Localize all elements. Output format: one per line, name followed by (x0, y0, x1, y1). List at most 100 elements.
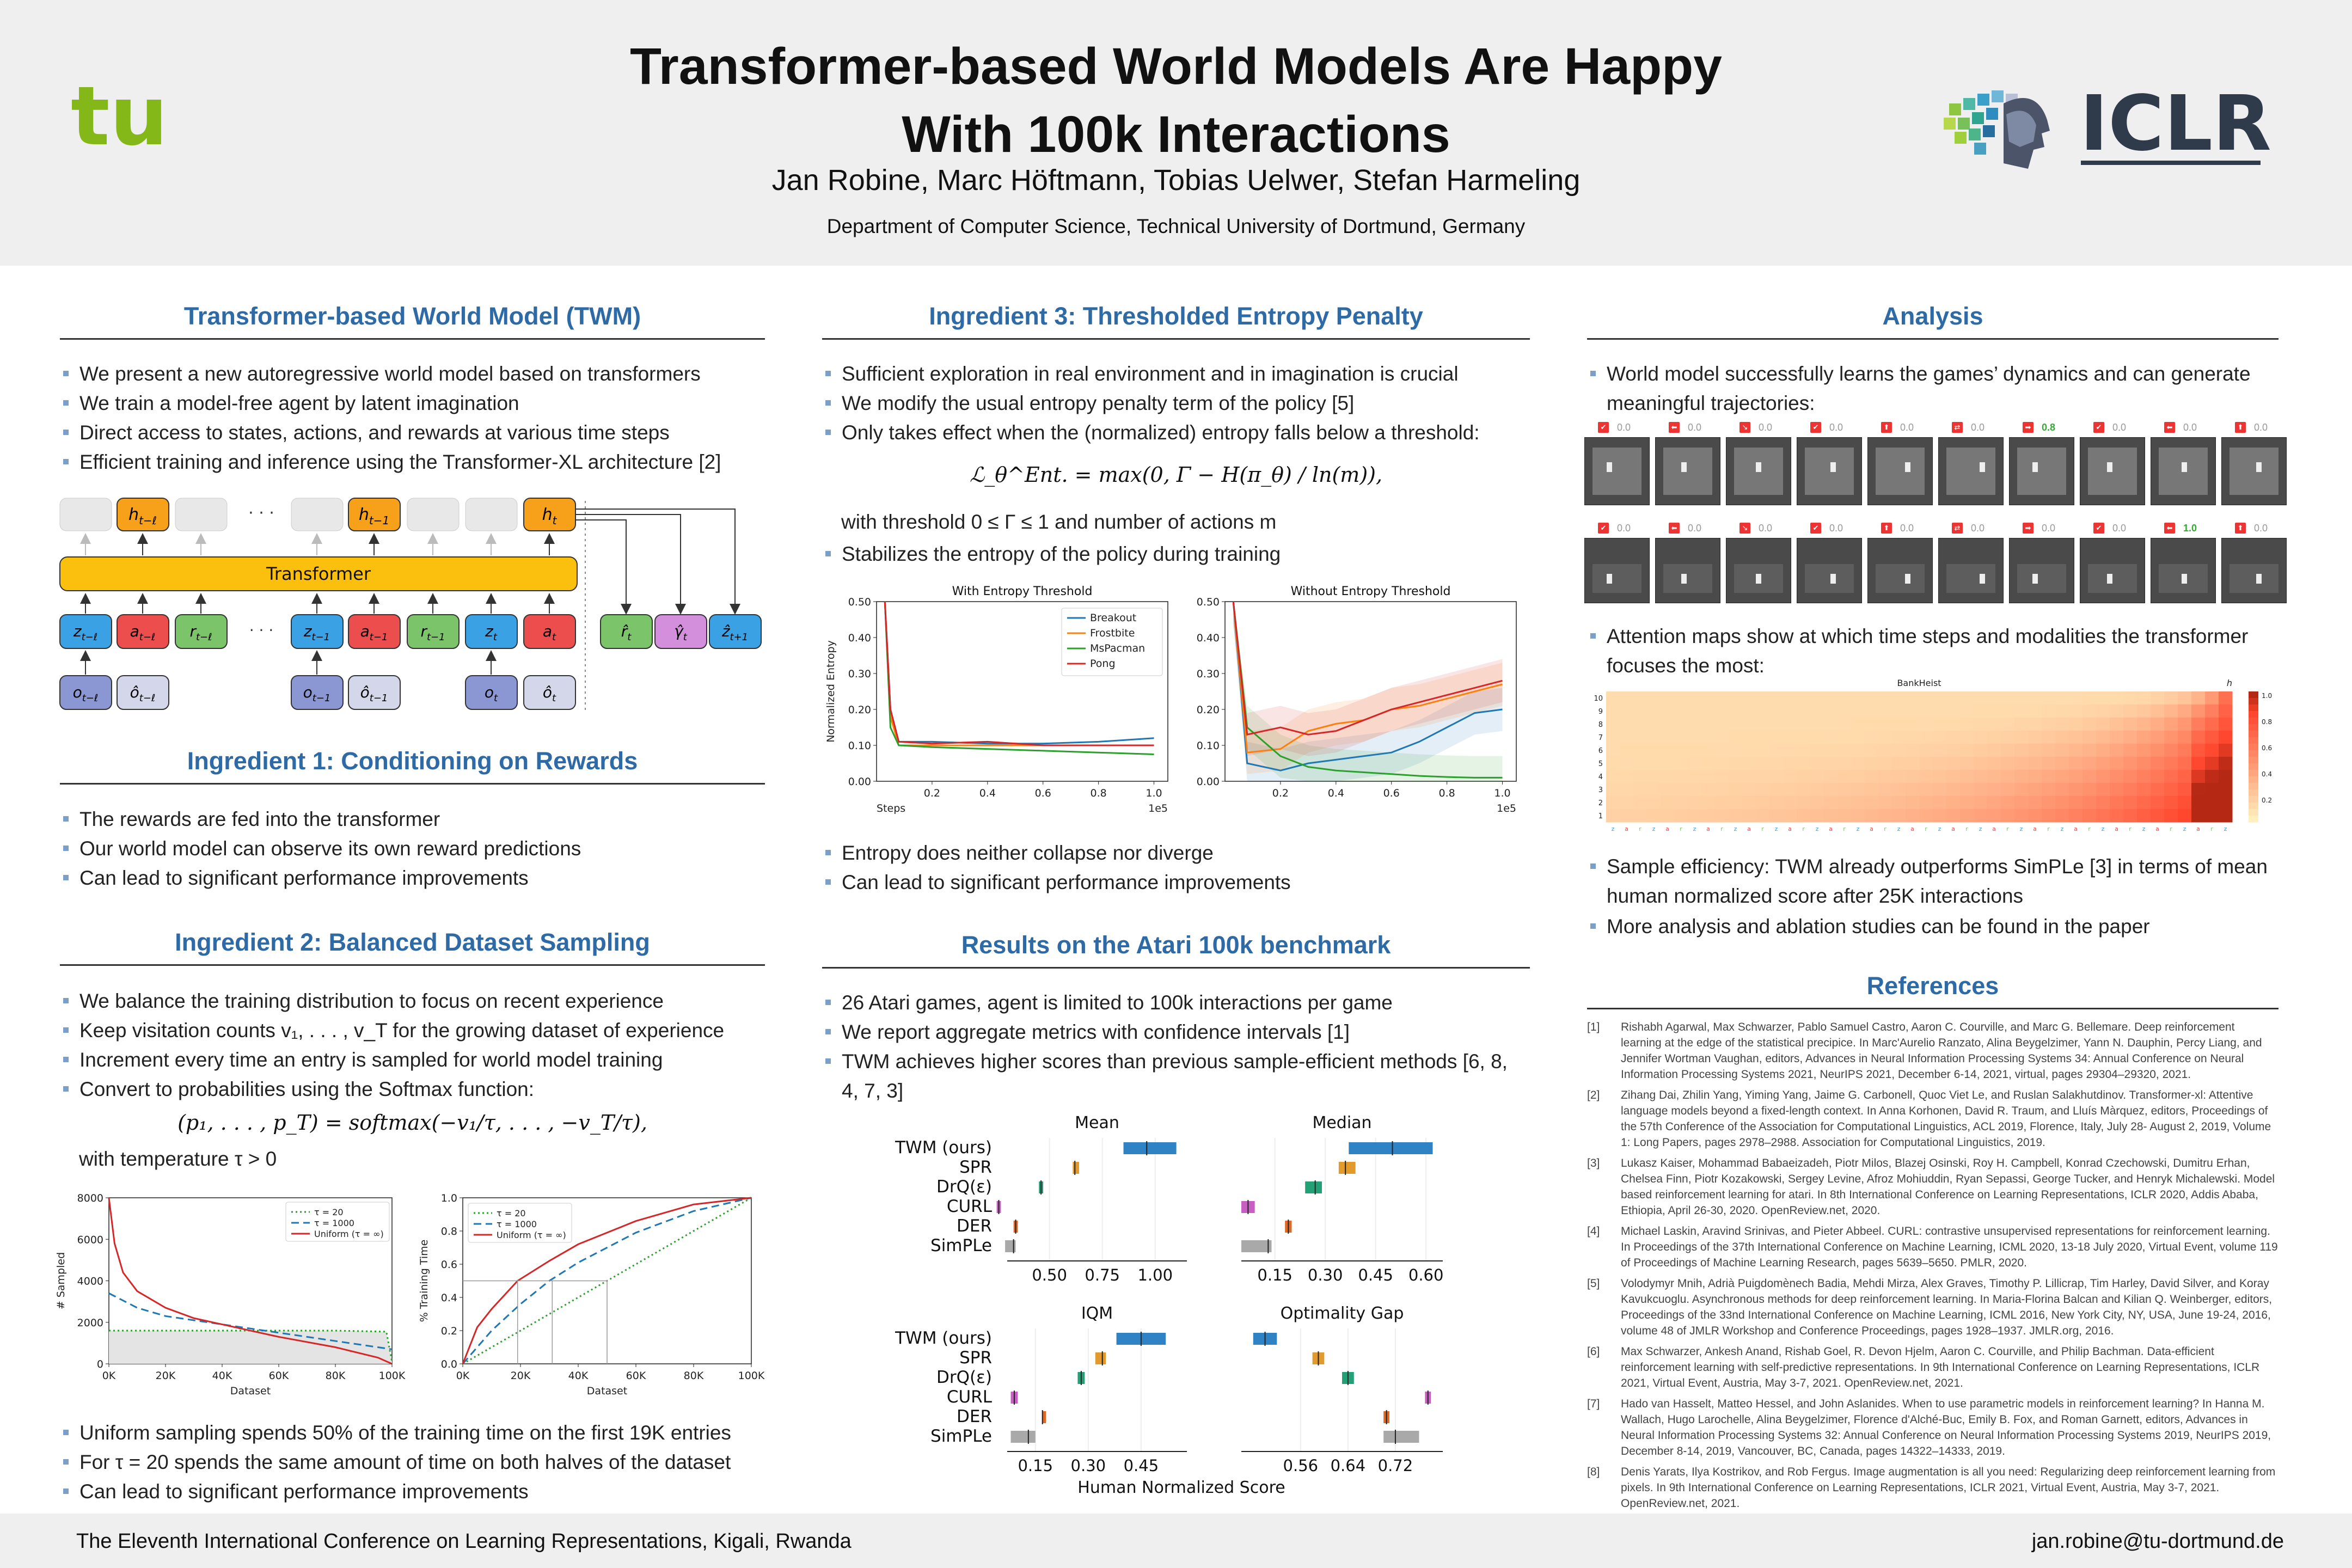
legend-label: Uniform (τ = ∞) (497, 1230, 566, 1240)
heatmap-cell (1906, 705, 1920, 718)
heatmap-cell (2164, 731, 2178, 744)
threshold-line: with threshold 0 ≤ Γ ≤ 1 and number of a… (841, 511, 1277, 533)
heatmap-cell (2137, 691, 2151, 705)
heatmap-cell (1633, 796, 1647, 810)
heatmap-cell (1946, 718, 1961, 731)
heatmap-cell (1987, 744, 2001, 757)
heatmap-cell (2164, 757, 2178, 770)
heatmap-cell (1661, 796, 1675, 810)
x-axis-label: Human Normalized Score (1077, 1478, 1285, 1497)
y-tick-label: 6000 (77, 1234, 103, 1246)
heatmap-cell (2123, 731, 2137, 744)
heatmap-cell (1661, 770, 1675, 783)
heatmap-cell (1810, 731, 1824, 744)
heatmap-cell (2042, 718, 2056, 731)
x-tick-label: 0.30 (1308, 1266, 1343, 1284)
heatmap-cell (1633, 809, 1647, 823)
x-tick-label: 0K (102, 1370, 116, 1382)
game-frame-field (1592, 564, 1641, 593)
x-offset-label: 1e5 (1148, 803, 1168, 814)
game-frame-field (2230, 448, 2278, 495)
heatmap-cell (1620, 783, 1634, 797)
y-tick-label: 0.30 (1197, 668, 1220, 680)
heatmap-cell (1851, 731, 1865, 744)
heatmap-cell (1906, 691, 1920, 705)
heatmap-cell (1906, 783, 1920, 797)
game-frame-field (1805, 564, 1854, 593)
heatmap-cell (1851, 718, 1865, 731)
heatmap-cell (2178, 770, 2192, 783)
heatmap-cell (2082, 770, 2097, 783)
heatmap-cell (2164, 796, 2178, 810)
heatmap-title: BankHeist (1897, 678, 1941, 688)
game-sprite (1830, 574, 1836, 584)
heatmap-cell (1742, 783, 1756, 797)
heatmap-cell (2001, 757, 2015, 770)
heatmap-cell (1865, 718, 1879, 731)
heatmap-cell (1769, 770, 1784, 783)
heatmap-cell (1824, 796, 1838, 810)
svg-text:at−ℓ: at−ℓ (130, 622, 156, 643)
ing3-heading: Ingredient 3: Thresholded Entropy Penalt… (822, 302, 1530, 340)
heatmap-cell (1946, 796, 1961, 810)
list-item: We train a model-free agent by latent im… (61, 389, 763, 418)
heatmap-cell (1674, 770, 1688, 783)
game-sprite (2256, 462, 2262, 472)
y-tick-label: 0.20 (848, 704, 871, 716)
chart-title: Without Entropy Threshold (1291, 585, 1451, 598)
heatmap-cell (1892, 757, 1906, 770)
heatmap-cell (2164, 705, 2178, 718)
list-item: TWM achieves higher scores than previous… (823, 1047, 1528, 1106)
game-frame-thumbnail (1655, 538, 1720, 603)
heatmap-cell (1620, 718, 1634, 731)
heatmap-cell (1878, 757, 1892, 770)
heatmap-cell (1688, 809, 1702, 823)
heatmap-cell (2001, 796, 2015, 810)
heatmap-cell (1974, 796, 1988, 810)
game-frame-thumbnail (2151, 538, 2216, 603)
heatmap-cell (2096, 705, 2110, 718)
x-modality-label: z (2020, 825, 2023, 832)
x-modality-label: z (1775, 825, 1778, 832)
heatmap-cell (2219, 770, 2233, 783)
heatmap-cell (2123, 770, 2137, 783)
heatmap-cell (2178, 796, 2192, 810)
method-label: SPR (959, 1157, 992, 1177)
heatmap-cell (1824, 809, 1838, 823)
x-tick-label: 0K (456, 1370, 470, 1382)
y-tick-label: 0.40 (1197, 632, 1220, 644)
heatmap-cell (1715, 783, 1729, 797)
game-frame-thumbnail (1797, 437, 1862, 505)
colorbar-segment (2249, 816, 2258, 823)
heatmap-cell (1688, 691, 1702, 705)
colorbar-segment (2249, 737, 2258, 744)
x-modality-label: z (1734, 825, 1737, 832)
heatmap-cell (2082, 744, 2097, 757)
heatmap-cell (2082, 783, 2097, 797)
series-line--1000 (108, 1293, 393, 1350)
heatmap-cell (1960, 809, 1974, 823)
softmax-equation: (p₁, . . . , p_T) = softmax(−v₁/τ, . . .… (177, 1111, 647, 1135)
references-list: [1] Rishabh Agarwal, Max Schwarzer, Pablo… (1587, 1019, 2278, 1516)
method-label: SimPLe (930, 1426, 992, 1446)
colorbar-tick-label: 0.2 (2262, 797, 2272, 804)
heatmap-cell (2082, 691, 2097, 705)
legend-label: Breakout (1090, 612, 1136, 624)
heatmap-cell (1742, 796, 1756, 810)
heatmap-cell (2205, 796, 2219, 810)
reward-score: 0.0 (1759, 523, 1773, 534)
heatmap-cell (1674, 783, 1688, 797)
heatmap-cell (1906, 718, 1920, 731)
heatmap-cell (2151, 718, 2165, 731)
list-item: Attention maps show at which time steps … (1588, 622, 2277, 681)
x-tick-label: 0.30 (1071, 1456, 1106, 1475)
heatmap-cell (2069, 757, 2083, 770)
heatmap-cell (1606, 691, 1620, 705)
svg-text:rt−ℓ: rt−ℓ (189, 622, 212, 643)
heatmap-cell (2191, 744, 2206, 757)
action-icon: ⬆ (1881, 422, 1892, 433)
heatmap-cell (1633, 691, 1647, 705)
heatmap-cell (2042, 731, 2056, 744)
reference-item: [3] Lukasz Kaiser, Mohammad Babaeizadeh, … (1587, 1157, 2275, 1217)
footer-email[interactable]: jan.robine@tu-dortmund.de (2031, 1530, 2284, 1553)
